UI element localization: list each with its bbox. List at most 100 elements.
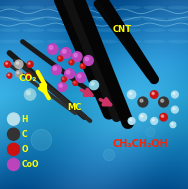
Circle shape — [61, 77, 66, 82]
Ellipse shape — [95, 28, 117, 32]
Text: CH₃CH₂OH: CH₃CH₂OH — [113, 139, 168, 149]
Text: CNT: CNT — [113, 25, 132, 34]
Circle shape — [52, 65, 61, 75]
Circle shape — [152, 92, 154, 94]
Circle shape — [53, 67, 57, 70]
Ellipse shape — [71, 17, 93, 21]
Circle shape — [171, 106, 178, 113]
Ellipse shape — [167, 40, 188, 43]
Ellipse shape — [119, 6, 142, 9]
Circle shape — [150, 91, 158, 98]
Ellipse shape — [119, 17, 142, 21]
Circle shape — [31, 129, 52, 150]
Circle shape — [74, 53, 77, 57]
Ellipse shape — [0, 28, 21, 32]
Text: O: O — [21, 145, 28, 154]
Ellipse shape — [95, 6, 117, 9]
Circle shape — [65, 69, 74, 79]
Circle shape — [26, 73, 31, 78]
Circle shape — [85, 57, 89, 61]
Circle shape — [8, 143, 20, 155]
Circle shape — [49, 46, 53, 49]
Ellipse shape — [167, 17, 188, 21]
Circle shape — [8, 128, 20, 140]
Ellipse shape — [167, 28, 188, 32]
Circle shape — [24, 89, 36, 100]
Circle shape — [72, 52, 82, 62]
Circle shape — [62, 50, 66, 53]
Circle shape — [28, 62, 30, 64]
Ellipse shape — [22, 17, 45, 21]
Ellipse shape — [143, 28, 166, 32]
Circle shape — [141, 115, 143, 117]
Circle shape — [139, 113, 147, 121]
Ellipse shape — [0, 40, 21, 43]
Circle shape — [89, 81, 99, 90]
Circle shape — [6, 62, 8, 64]
Circle shape — [160, 113, 167, 121]
Ellipse shape — [46, 28, 69, 32]
Circle shape — [16, 62, 19, 64]
Text: C: C — [21, 130, 27, 139]
Circle shape — [171, 123, 173, 125]
Circle shape — [83, 56, 93, 65]
Ellipse shape — [22, 6, 45, 9]
Ellipse shape — [167, 6, 188, 9]
Circle shape — [151, 118, 158, 124]
Circle shape — [140, 99, 143, 102]
Circle shape — [69, 60, 74, 65]
Ellipse shape — [119, 40, 142, 43]
Ellipse shape — [46, 6, 69, 9]
Circle shape — [161, 115, 164, 117]
Ellipse shape — [71, 28, 93, 32]
Circle shape — [128, 118, 135, 124]
Circle shape — [66, 70, 70, 74]
Circle shape — [152, 119, 154, 121]
Circle shape — [62, 78, 64, 79]
Ellipse shape — [143, 6, 166, 9]
Circle shape — [8, 74, 9, 76]
Circle shape — [5, 61, 11, 67]
Circle shape — [76, 73, 86, 82]
Circle shape — [138, 97, 148, 107]
Circle shape — [74, 82, 75, 83]
Circle shape — [8, 158, 20, 170]
Circle shape — [171, 91, 178, 98]
Ellipse shape — [143, 17, 166, 21]
Circle shape — [73, 81, 77, 85]
Circle shape — [173, 108, 175, 110]
Circle shape — [61, 48, 71, 58]
Circle shape — [59, 84, 62, 87]
Circle shape — [47, 44, 58, 54]
Text: CoO: CoO — [21, 160, 39, 169]
Circle shape — [8, 113, 20, 125]
Ellipse shape — [71, 6, 93, 9]
Text: MC: MC — [68, 103, 82, 112]
Ellipse shape — [119, 28, 142, 32]
Circle shape — [15, 60, 23, 68]
Circle shape — [78, 74, 81, 78]
Circle shape — [161, 99, 164, 102]
Circle shape — [17, 72, 19, 74]
Ellipse shape — [0, 6, 21, 9]
Ellipse shape — [22, 28, 45, 32]
Circle shape — [129, 92, 132, 94]
Circle shape — [103, 149, 115, 161]
Ellipse shape — [71, 40, 93, 43]
Circle shape — [80, 64, 85, 69]
Circle shape — [27, 61, 33, 67]
Ellipse shape — [22, 40, 45, 43]
Circle shape — [81, 65, 83, 66]
Circle shape — [7, 73, 12, 78]
Ellipse shape — [95, 40, 117, 43]
Text: H: H — [21, 115, 28, 124]
Circle shape — [27, 74, 28, 76]
Circle shape — [173, 93, 175, 94]
Ellipse shape — [0, 17, 21, 21]
Circle shape — [70, 61, 71, 62]
Circle shape — [146, 128, 155, 137]
Circle shape — [159, 97, 168, 107]
Circle shape — [58, 82, 67, 91]
Circle shape — [170, 122, 176, 128]
Circle shape — [26, 91, 30, 95]
